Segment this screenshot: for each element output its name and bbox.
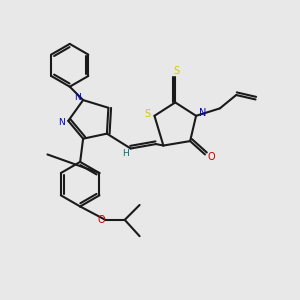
- Text: S: S: [145, 109, 151, 119]
- Text: O: O: [208, 152, 215, 162]
- Text: S: S: [174, 66, 180, 76]
- Text: O: O: [97, 215, 105, 225]
- Text: N: N: [74, 93, 81, 102]
- Text: H: H: [122, 149, 129, 158]
- Text: N: N: [58, 118, 65, 127]
- Text: N: N: [199, 108, 206, 118]
